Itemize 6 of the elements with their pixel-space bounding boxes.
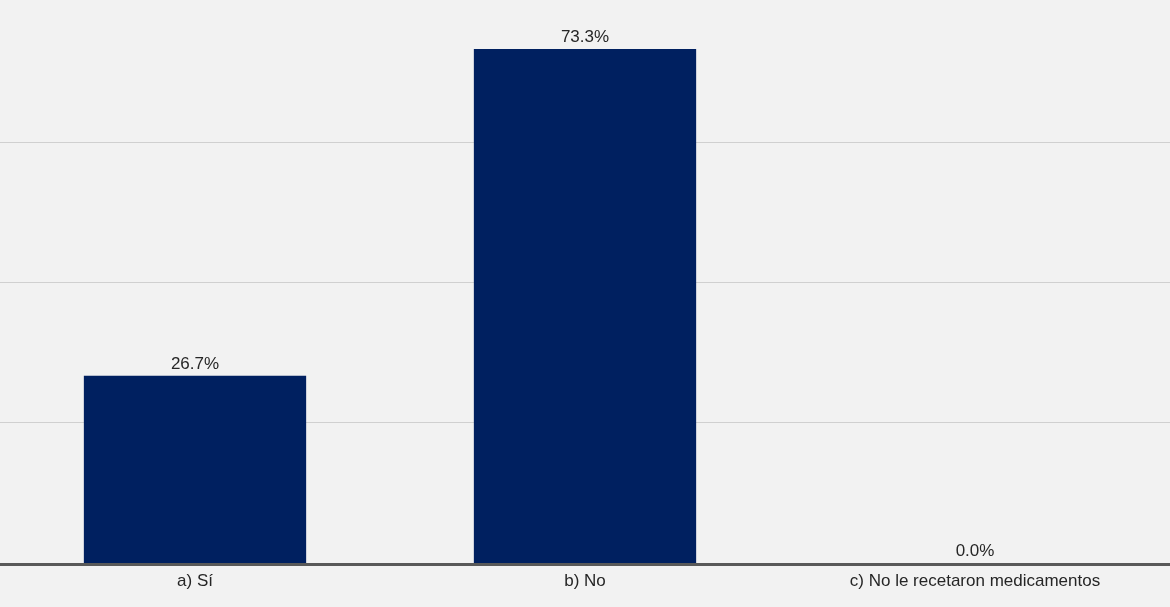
data-label: 26.7% bbox=[170, 353, 220, 373]
data-label: 0.0% bbox=[955, 541, 995, 560]
x-tick-label: a) Sí bbox=[177, 571, 214, 591]
x-tick-label: c) No le recetaron medicamentos bbox=[849, 571, 1101, 591]
data-label: 73.3% bbox=[560, 26, 610, 46]
x-tick-label: b) No bbox=[564, 571, 606, 591]
